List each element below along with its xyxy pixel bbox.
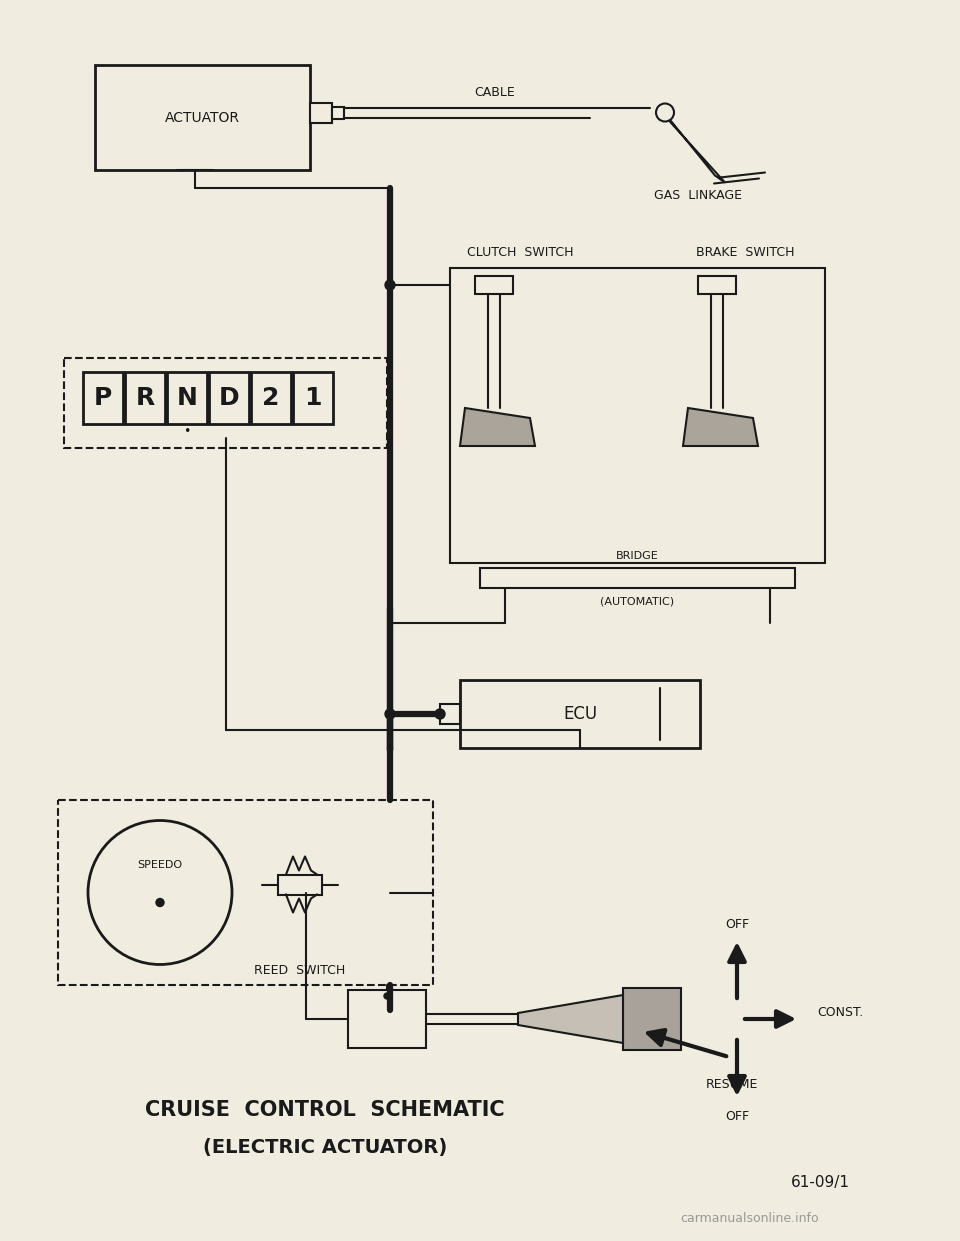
Text: 2: 2 xyxy=(262,386,279,410)
Text: CONST.: CONST. xyxy=(817,1006,863,1020)
Polygon shape xyxy=(683,408,758,446)
Bar xyxy=(623,988,681,1050)
Text: D: D xyxy=(219,386,239,410)
Text: P: P xyxy=(94,386,112,410)
Bar xyxy=(460,680,700,748)
Bar xyxy=(332,107,344,118)
Text: ECU: ECU xyxy=(563,705,597,724)
Bar xyxy=(167,372,207,424)
Bar xyxy=(310,103,332,123)
Text: carmanualsonline.info: carmanualsonline.info xyxy=(681,1211,819,1225)
Bar xyxy=(251,372,291,424)
Bar xyxy=(450,268,825,563)
Text: BRIDGE: BRIDGE xyxy=(616,551,659,561)
Bar xyxy=(130,887,185,900)
Circle shape xyxy=(385,280,395,290)
Text: 61-09/1: 61-09/1 xyxy=(790,1175,850,1190)
Text: CRUISE  CONTROL  SCHEMATIC: CRUISE CONTROL SCHEMATIC xyxy=(145,1100,505,1119)
Bar xyxy=(95,65,310,170)
Circle shape xyxy=(656,103,674,122)
Circle shape xyxy=(385,709,395,719)
Bar xyxy=(83,372,123,424)
Bar xyxy=(480,568,795,588)
Text: N: N xyxy=(177,386,198,410)
Bar xyxy=(64,357,387,448)
Text: ACTUATOR: ACTUATOR xyxy=(165,110,240,124)
Bar xyxy=(125,372,165,424)
Bar xyxy=(293,372,333,424)
Circle shape xyxy=(156,898,164,906)
Circle shape xyxy=(88,820,232,964)
Bar xyxy=(440,704,460,724)
Text: REED  SWITCH: REED SWITCH xyxy=(254,964,346,978)
Bar xyxy=(209,372,249,424)
Text: (AUTOMATIC): (AUTOMATIC) xyxy=(600,597,675,607)
Text: •: • xyxy=(183,424,191,438)
Text: OFF: OFF xyxy=(725,917,749,931)
Text: RESUME: RESUME xyxy=(706,1077,758,1091)
Text: OFF: OFF xyxy=(725,1109,749,1123)
Circle shape xyxy=(435,709,445,719)
Polygon shape xyxy=(460,408,535,446)
Text: CABLE: CABLE xyxy=(474,86,516,99)
Text: (ELECTRIC ACTUATOR): (ELECTRIC ACTUATOR) xyxy=(203,1138,447,1158)
Text: R: R xyxy=(135,386,155,410)
Text: SPEEDO: SPEEDO xyxy=(137,860,182,870)
Bar xyxy=(475,276,513,294)
Text: CLUTCH  SWITCH: CLUTCH SWITCH xyxy=(467,247,573,259)
Text: 1: 1 xyxy=(304,386,322,410)
Polygon shape xyxy=(660,108,725,182)
Circle shape xyxy=(384,993,390,999)
Polygon shape xyxy=(518,995,623,1042)
Text: GAS  LINKAGE: GAS LINKAGE xyxy=(654,189,742,202)
Bar xyxy=(278,875,322,895)
Bar xyxy=(698,276,736,294)
Bar xyxy=(133,907,183,920)
Text: BRAKE  SWITCH: BRAKE SWITCH xyxy=(696,247,794,259)
Bar xyxy=(348,990,426,1047)
Bar xyxy=(58,800,433,985)
